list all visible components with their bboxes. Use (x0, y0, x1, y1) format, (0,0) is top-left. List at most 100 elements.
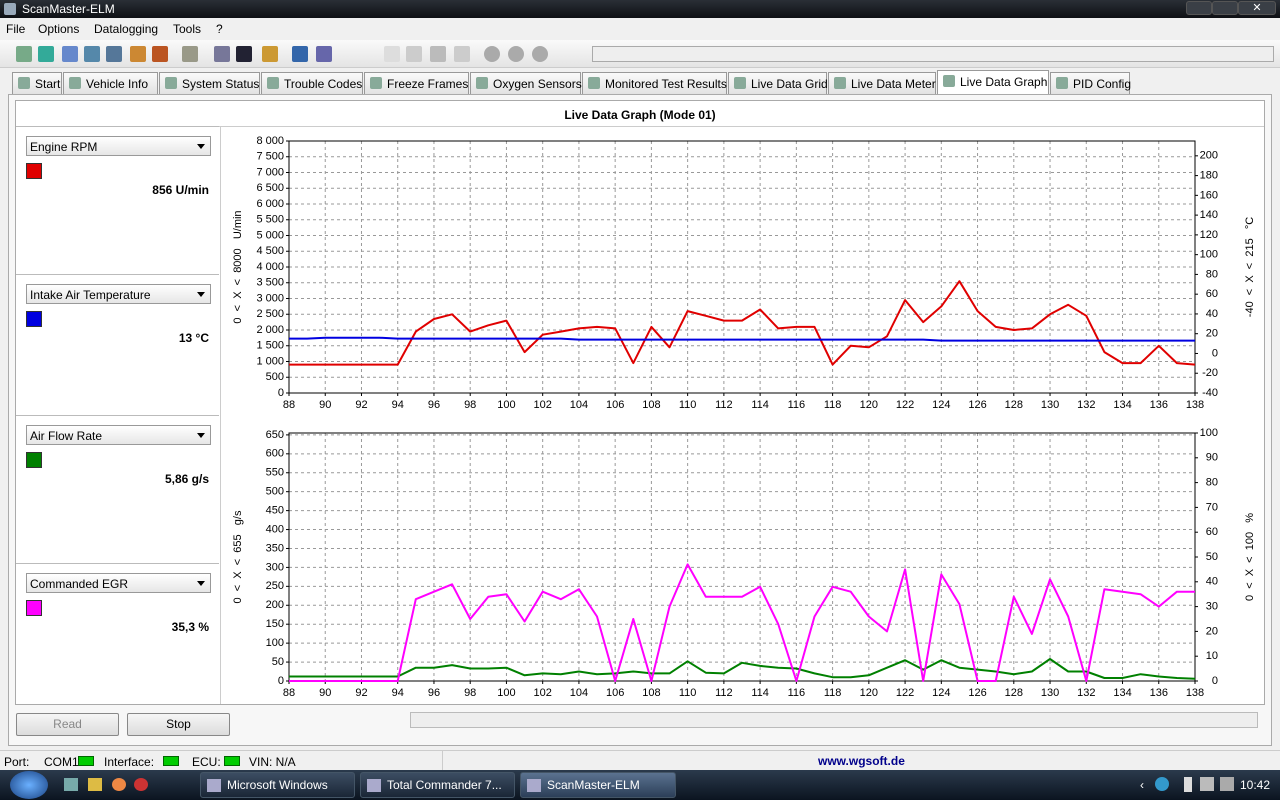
tray-icon[interactable] (1155, 777, 1169, 791)
tab[interactable]: Trouble Codes (261, 72, 363, 94)
taskbar-button[interactable]: ScanMaster-ELM (520, 772, 676, 798)
y2-tick-label: -20 (1202, 367, 1218, 379)
tab-icon (834, 77, 846, 89)
button[interactable]: Stop (127, 713, 230, 736)
toolbar-button[interactable] (182, 46, 198, 62)
quick-launch-icon[interactable] (88, 778, 102, 791)
section-divider (16, 274, 219, 275)
start-button[interactable] (10, 771, 48, 799)
y-tick-label: 100 (266, 637, 284, 649)
tab-icon (588, 77, 600, 89)
menu-bar: File Options Datalogging Tools? (0, 18, 1280, 40)
y-tick-label: 7 500 (256, 151, 284, 163)
y-tick-label: 5 000 (256, 229, 284, 241)
sensor-dropdown[interactable]: Commanded EGR (26, 573, 211, 593)
tab-label: Freeze Frames (387, 77, 469, 91)
taskbar-button[interactable]: Microsoft Windows (200, 772, 355, 798)
toolbar-button[interactable] (262, 46, 278, 62)
tab-label: Monitored Test Results (605, 77, 727, 91)
y-tick-label: 4 500 (256, 245, 284, 257)
tab[interactable]: Start (12, 72, 62, 94)
x-tick-label: 136 (1150, 687, 1168, 699)
network-icon[interactable] (1200, 777, 1214, 791)
sensor-value: 35,3 % (171, 620, 209, 634)
sensor-name: Air Flow Rate (30, 429, 103, 443)
sensor-dropdown[interactable]: Air Flow Rate (26, 425, 211, 445)
plot-area (289, 433, 1195, 681)
y2-tick-label: -40 (1202, 387, 1218, 399)
toolbar-button[interactable] (508, 46, 524, 62)
sensor-color (26, 452, 42, 468)
y2-tick-label: 30 (1206, 601, 1218, 613)
taskbar-icon (207, 779, 221, 792)
toolbar-button[interactable] (236, 46, 252, 62)
tab[interactable]: System Status (159, 72, 260, 94)
maximize-button[interactable] (1212, 1, 1238, 15)
x-tick-label: 130 (1041, 687, 1059, 699)
tab[interactable]: Oxygen Sensors (470, 72, 582, 94)
menu-item[interactable]: Datalogging (94, 22, 159, 36)
toolbar-button[interactable] (214, 46, 230, 62)
y-tick-label: 50 (272, 656, 284, 668)
tab[interactable]: Live Data Meter (828, 72, 936, 94)
y2-tick-label: 100 (1200, 427, 1218, 439)
toolbar-button[interactable] (532, 46, 548, 62)
y-axis-label: 0 < X < 655 g/s (232, 510, 244, 603)
toolbar-button[interactable] (62, 46, 78, 62)
toolbar-button[interactable] (152, 46, 168, 62)
sensor-value: 5,86 g/s (164, 472, 209, 486)
menu-item[interactable]: ? (216, 22, 223, 36)
tab[interactable]: PID Config (1050, 72, 1132, 94)
toolbar-button[interactable] (130, 46, 146, 62)
toolbar-button[interactable] (316, 46, 332, 62)
website-link[interactable]: www.wgsoft.de (818, 754, 905, 768)
toolbar-button[interactable] (384, 46, 400, 62)
button[interactable]: Read (16, 713, 119, 736)
toolbar-button[interactable] (38, 46, 54, 62)
minimize-button[interactable] (1186, 1, 1212, 15)
battery-icon[interactable] (1184, 777, 1192, 792)
section-divider (16, 126, 219, 127)
tab[interactable]: Vehicle Info (63, 72, 158, 94)
toolbar-progress (592, 46, 1274, 62)
toolbar-button[interactable] (406, 46, 422, 62)
toolbar-button[interactable] (484, 46, 500, 62)
toolbar-button[interactable] (84, 46, 100, 62)
menu-item[interactable]: Options (38, 22, 80, 36)
y2-tick-label: 60 (1206, 526, 1218, 538)
volume-icon[interactable] (1220, 777, 1234, 791)
toolbar-button[interactable] (106, 46, 122, 62)
quick-launch-icon[interactable] (64, 778, 78, 791)
tab-label: Vehicle Info (86, 77, 149, 91)
toolbar-button[interactable] (454, 46, 470, 62)
y2-tick-label: 90 (1206, 452, 1218, 464)
y-tick-label: 8 000 (256, 135, 284, 147)
close-button[interactable]: ✕ (1238, 1, 1276, 15)
y-tick-label: 150 (266, 618, 284, 630)
sensor-dropdown[interactable]: Engine RPM (26, 136, 211, 156)
ecu-led (224, 756, 240, 766)
y2-tick-label: 40 (1206, 308, 1218, 320)
tab[interactable]: Monitored Test Results (582, 72, 727, 94)
tab[interactable]: Freeze Frames (364, 72, 469, 94)
x-tick-label: 94 (392, 687, 404, 699)
menu-item[interactable]: Tools (173, 22, 202, 36)
y-tick-label: 2 000 (256, 324, 284, 336)
y-tick-label: 550 (266, 467, 284, 479)
toolbar-button[interactable] (430, 46, 446, 62)
quick-launch-icon[interactable] (112, 778, 126, 791)
tab[interactable]: Live Data Grid (728, 72, 828, 94)
toolbar-button[interactable] (292, 46, 308, 62)
taskbar-button[interactable]: Total Commander 7... (360, 772, 515, 798)
toolbar (0, 40, 1280, 68)
clock[interactable]: 10:42 (1240, 778, 1271, 792)
quick-launch-icon[interactable] (134, 778, 148, 791)
sensor-dropdown[interactable]: Intake Air Temperature (26, 284, 211, 304)
tray-arrow[interactable]: ‹ (1140, 778, 1144, 792)
menu-item[interactable]: File (6, 22, 26, 36)
toolbar-button[interactable] (16, 46, 32, 62)
tab-label: PID Config (1073, 77, 1132, 91)
tab-icon (943, 75, 955, 87)
tab-icon (69, 77, 81, 89)
tab[interactable]: Live Data Graph (937, 70, 1049, 94)
